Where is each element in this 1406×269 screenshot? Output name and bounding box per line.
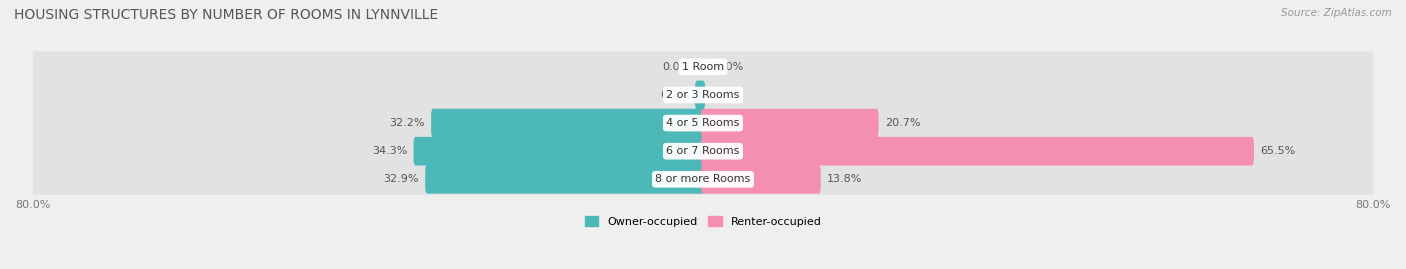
FancyBboxPatch shape: [695, 81, 704, 109]
FancyBboxPatch shape: [702, 109, 879, 137]
Text: 6 or 7 Rooms: 6 or 7 Rooms: [666, 146, 740, 156]
Text: 32.2%: 32.2%: [389, 118, 425, 128]
Text: 34.3%: 34.3%: [371, 146, 408, 156]
Text: 1 Room: 1 Room: [682, 62, 724, 72]
FancyBboxPatch shape: [32, 136, 1374, 167]
Text: 65.5%: 65.5%: [1260, 146, 1295, 156]
FancyBboxPatch shape: [413, 137, 704, 165]
FancyBboxPatch shape: [32, 108, 1374, 139]
Text: 2 or 3 Rooms: 2 or 3 Rooms: [666, 90, 740, 100]
FancyBboxPatch shape: [32, 80, 1374, 110]
Text: HOUSING STRUCTURES BY NUMBER OF ROOMS IN LYNNVILLE: HOUSING STRUCTURES BY NUMBER OF ROOMS IN…: [14, 8, 439, 22]
Text: 20.7%: 20.7%: [884, 118, 921, 128]
Text: 0.0%: 0.0%: [716, 90, 744, 100]
Text: 0.0%: 0.0%: [716, 62, 744, 72]
Text: 13.8%: 13.8%: [827, 174, 862, 184]
FancyBboxPatch shape: [432, 109, 704, 137]
FancyBboxPatch shape: [32, 164, 1374, 195]
Text: 4 or 5 Rooms: 4 or 5 Rooms: [666, 118, 740, 128]
Text: Source: ZipAtlas.com: Source: ZipAtlas.com: [1281, 8, 1392, 18]
Text: 32.9%: 32.9%: [384, 174, 419, 184]
FancyBboxPatch shape: [702, 137, 1254, 165]
Text: 0.0%: 0.0%: [662, 62, 690, 72]
Legend: Owner-occupied, Renter-occupied: Owner-occupied, Renter-occupied: [581, 212, 825, 232]
FancyBboxPatch shape: [425, 165, 704, 194]
Text: 8 or more Rooms: 8 or more Rooms: [655, 174, 751, 184]
Text: 0.7%: 0.7%: [661, 90, 689, 100]
FancyBboxPatch shape: [702, 165, 821, 194]
FancyBboxPatch shape: [32, 51, 1374, 82]
